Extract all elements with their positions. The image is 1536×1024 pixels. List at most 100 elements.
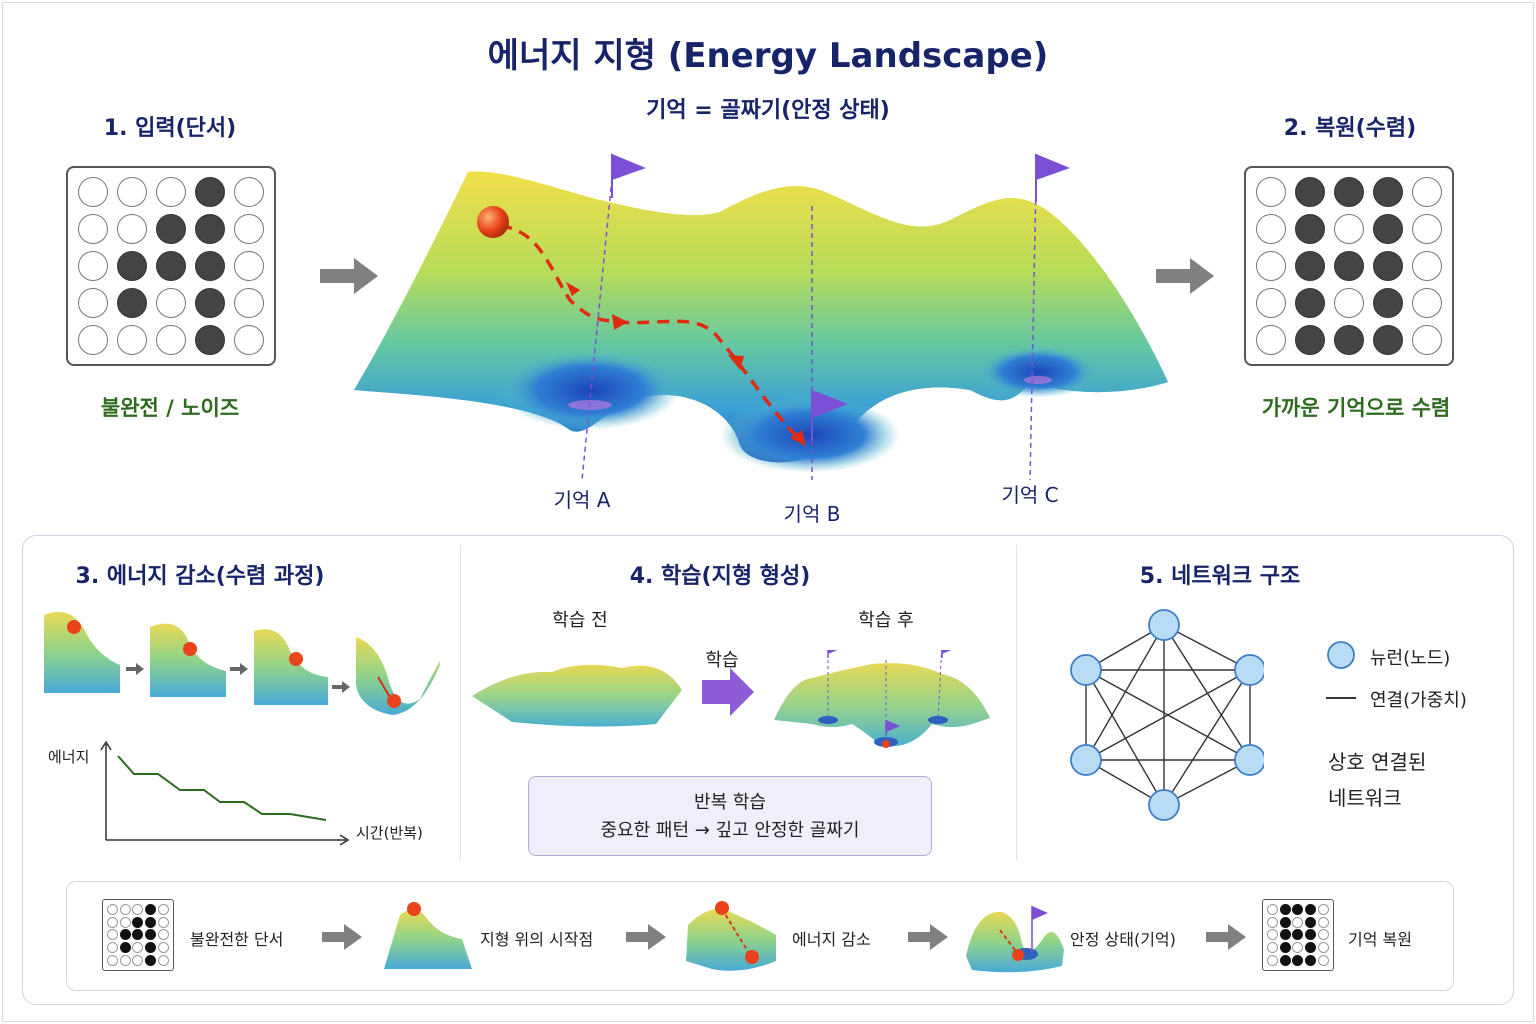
grid-cell xyxy=(190,248,229,285)
filled-neuron xyxy=(1372,287,1403,318)
flow-end-grid xyxy=(1262,899,1334,971)
filled-neuron xyxy=(145,955,157,967)
grid-cell xyxy=(229,211,268,248)
filled-neuron xyxy=(132,929,144,941)
filled-neuron xyxy=(117,287,148,318)
node-legend-icon xyxy=(1327,641,1355,669)
energy-line xyxy=(117,755,327,821)
empty-neuron xyxy=(158,903,170,915)
grid-cell xyxy=(106,954,119,967)
right-arrow-icon xyxy=(322,924,362,950)
empty-neuron xyxy=(1411,177,1442,208)
empty-neuron xyxy=(78,324,109,355)
empty-neuron xyxy=(132,903,144,915)
filled-neuron xyxy=(119,942,131,954)
grid-cell xyxy=(1252,211,1291,248)
grid-cell xyxy=(1292,916,1305,929)
flow-step-label: 지형 위의 시작점 xyxy=(480,930,594,949)
energy-chart xyxy=(100,740,350,846)
memory-b-label: 기억 B xyxy=(783,502,841,526)
grid-cell xyxy=(1407,174,1446,211)
input-heading: 1. 입력(단서) xyxy=(103,116,237,141)
ball-icon xyxy=(67,620,81,634)
neuron-node xyxy=(1234,654,1264,686)
grid-cell xyxy=(132,954,145,967)
grid-cell xyxy=(1266,941,1279,954)
empty-neuron xyxy=(119,903,131,915)
empty-neuron xyxy=(132,942,144,954)
ball-icon xyxy=(715,901,729,915)
empty-neuron xyxy=(106,942,118,954)
empty-neuron xyxy=(1411,250,1442,281)
empty-neuron xyxy=(155,324,186,355)
grid-cell xyxy=(1304,903,1317,916)
ball-icon xyxy=(387,694,401,708)
filled-neuron xyxy=(155,250,186,281)
empty-neuron xyxy=(106,955,118,967)
input-caption: 불완전 / 노이즈 xyxy=(100,396,240,420)
filled-neuron xyxy=(1279,916,1291,928)
empty-neuron xyxy=(1318,916,1330,928)
time-axis-label: 시간(반복) xyxy=(356,824,423,842)
grid-cell xyxy=(1368,321,1407,358)
memory-c-label: 기억 C xyxy=(1001,483,1059,507)
right-arrow-icon xyxy=(908,924,948,950)
grid-cell xyxy=(132,941,145,954)
flag-icon xyxy=(827,650,838,658)
neuron-node xyxy=(1070,654,1102,686)
filled-neuron xyxy=(145,903,157,915)
grid-cell xyxy=(106,941,119,954)
flat-landscape xyxy=(472,664,682,727)
empty-neuron xyxy=(1333,214,1364,245)
ball-icon xyxy=(1012,949,1024,961)
filled-neuron xyxy=(132,916,144,928)
filled-neuron xyxy=(1305,955,1317,967)
grid-cell xyxy=(106,916,119,929)
grid-cell xyxy=(1330,211,1369,248)
ball-icon xyxy=(289,652,303,666)
network-desc-line2: 네트워크 xyxy=(1328,786,1402,810)
terrain-tile xyxy=(356,637,440,715)
filled-neuron xyxy=(1295,324,1326,355)
grid-cell xyxy=(1279,954,1292,967)
grid-cell xyxy=(1279,941,1292,954)
terrain-tile xyxy=(150,623,226,697)
filled-neuron xyxy=(145,916,157,928)
grid-cell xyxy=(1292,903,1305,916)
empty-neuron xyxy=(78,250,109,281)
grid-cell xyxy=(74,248,113,285)
empty-neuron xyxy=(106,916,118,928)
grid-cell xyxy=(1368,174,1407,211)
filled-neuron xyxy=(194,287,225,318)
grid-cell xyxy=(229,248,268,285)
right-arrow-icon xyxy=(626,924,666,950)
grid-cell xyxy=(229,174,268,211)
filled-neuron xyxy=(194,324,225,355)
filled-neuron xyxy=(1279,942,1291,954)
page-subtitle: 기억 = 골짜기(안정 상태) xyxy=(646,98,890,123)
grid-cell xyxy=(1252,248,1291,285)
grid-cell xyxy=(1407,248,1446,285)
after-label: 학습 후 xyxy=(858,610,914,631)
empty-neuron xyxy=(1266,903,1278,915)
ball-icon xyxy=(745,950,759,964)
grid-cell xyxy=(106,903,119,916)
empty-neuron xyxy=(1256,214,1287,245)
grid-cell xyxy=(229,321,268,358)
filled-neuron xyxy=(1279,955,1291,967)
empty-neuron xyxy=(119,916,131,928)
grid-cell xyxy=(1292,954,1305,967)
grid-cell xyxy=(113,248,152,285)
grid-cell xyxy=(113,211,152,248)
empty-neuron xyxy=(158,929,170,941)
empty-neuron xyxy=(233,324,264,355)
memory-a-marker xyxy=(581,177,613,480)
filled-neuron xyxy=(1305,903,1317,915)
empty-neuron xyxy=(158,955,170,967)
filled-neuron xyxy=(155,214,186,245)
learning-arrow-label: 학습 xyxy=(705,650,739,671)
filled-neuron xyxy=(194,250,225,281)
process-flow xyxy=(66,881,1454,991)
grid-cell xyxy=(1368,248,1407,285)
convergence-sequence xyxy=(44,612,440,715)
